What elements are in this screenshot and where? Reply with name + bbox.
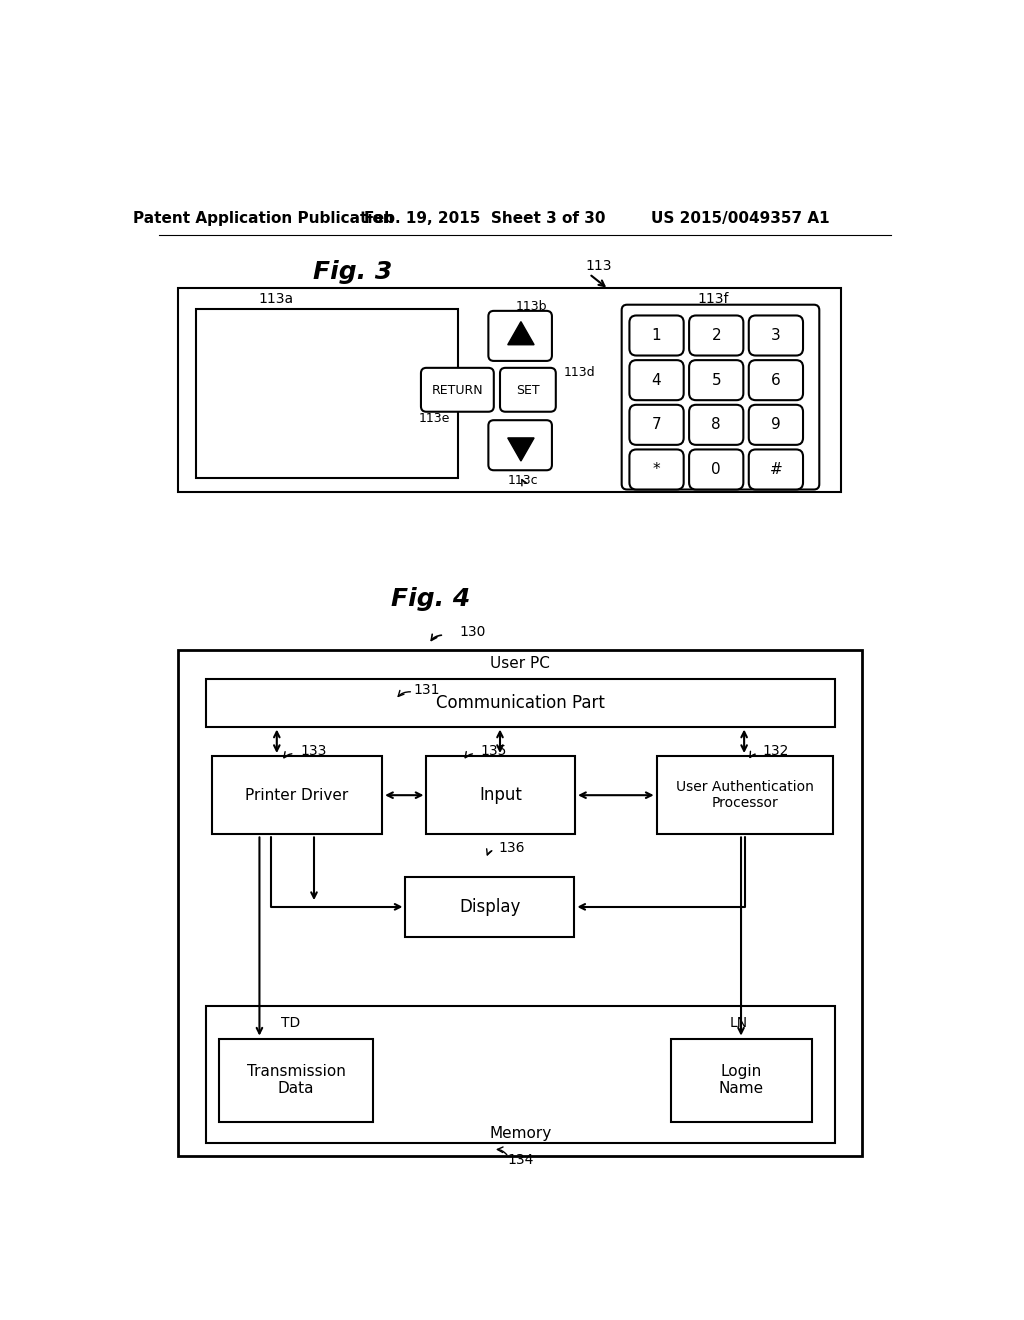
- Bar: [206, 678, 835, 726]
- Text: Printer Driver: Printer Driver: [246, 788, 348, 803]
- FancyBboxPatch shape: [689, 405, 743, 445]
- Text: 8: 8: [712, 417, 721, 433]
- FancyBboxPatch shape: [500, 368, 556, 412]
- Text: 133: 133: [300, 744, 327, 758]
- Text: 113e: 113e: [419, 412, 450, 425]
- Text: Fig. 3: Fig. 3: [313, 260, 392, 284]
- Bar: [426, 756, 575, 834]
- FancyBboxPatch shape: [689, 449, 743, 490]
- FancyBboxPatch shape: [749, 360, 803, 400]
- Text: #: #: [769, 462, 782, 477]
- FancyBboxPatch shape: [421, 368, 494, 412]
- Bar: [178, 649, 862, 1156]
- FancyBboxPatch shape: [630, 449, 684, 490]
- Text: 113a: 113a: [258, 292, 293, 305]
- Bar: [406, 876, 574, 937]
- Text: 7: 7: [651, 417, 662, 433]
- FancyBboxPatch shape: [630, 315, 684, 355]
- Text: Memory: Memory: [489, 1126, 551, 1142]
- FancyBboxPatch shape: [749, 449, 803, 490]
- FancyBboxPatch shape: [689, 360, 743, 400]
- FancyBboxPatch shape: [630, 405, 684, 445]
- Text: 131: 131: [413, 682, 439, 697]
- FancyBboxPatch shape: [749, 405, 803, 445]
- Text: SET: SET: [516, 384, 540, 397]
- Bar: [197, 309, 458, 478]
- Polygon shape: [508, 438, 535, 461]
- Text: 135: 135: [480, 744, 507, 758]
- Text: Transmission
Data: Transmission Data: [247, 1064, 346, 1097]
- Text: Login
Name: Login Name: [719, 1064, 764, 1097]
- FancyBboxPatch shape: [749, 315, 803, 355]
- FancyBboxPatch shape: [622, 305, 819, 490]
- Text: 113d: 113d: [563, 366, 595, 379]
- Text: User PC: User PC: [490, 656, 550, 671]
- Text: LN: LN: [730, 1016, 748, 1030]
- Text: 9: 9: [771, 417, 780, 433]
- Text: Display: Display: [459, 898, 520, 916]
- Text: US 2015/0049357 A1: US 2015/0049357 A1: [651, 211, 829, 226]
- Bar: [178, 288, 841, 492]
- Bar: [219, 1039, 373, 1122]
- Text: 6: 6: [771, 372, 780, 388]
- Text: 132: 132: [762, 744, 788, 758]
- Text: Patent Application Publication: Patent Application Publication: [133, 211, 394, 226]
- Text: 113b: 113b: [515, 300, 547, 313]
- Bar: [212, 756, 382, 834]
- Bar: [671, 1039, 812, 1122]
- Text: TD: TD: [282, 1016, 300, 1030]
- Bar: [206, 1006, 835, 1143]
- Text: Feb. 19, 2015  Sheet 3 of 30: Feb. 19, 2015 Sheet 3 of 30: [364, 211, 605, 226]
- FancyBboxPatch shape: [630, 360, 684, 400]
- Text: 130: 130: [460, 624, 486, 639]
- Text: 113: 113: [586, 259, 611, 273]
- Text: Input: Input: [479, 787, 522, 804]
- Text: Fig. 4: Fig. 4: [390, 587, 470, 611]
- Text: *: *: [652, 462, 660, 477]
- Text: 113f: 113f: [697, 292, 729, 305]
- Text: 3: 3: [771, 327, 780, 343]
- FancyBboxPatch shape: [689, 315, 743, 355]
- FancyBboxPatch shape: [488, 420, 552, 470]
- Bar: [656, 756, 834, 834]
- Text: 113c: 113c: [508, 474, 539, 487]
- Text: 136: 136: [499, 841, 525, 855]
- Text: 1: 1: [651, 327, 662, 343]
- Text: 134: 134: [507, 1154, 534, 1167]
- Text: 0: 0: [712, 462, 721, 477]
- Text: 4: 4: [651, 372, 662, 388]
- Polygon shape: [508, 322, 535, 345]
- Text: 5: 5: [712, 372, 721, 388]
- Text: RETURN: RETURN: [431, 384, 483, 397]
- Text: User Authentication
Processor: User Authentication Processor: [676, 780, 814, 810]
- Text: Communication Part: Communication Part: [436, 694, 604, 711]
- FancyBboxPatch shape: [488, 312, 552, 360]
- Text: 2: 2: [712, 327, 721, 343]
